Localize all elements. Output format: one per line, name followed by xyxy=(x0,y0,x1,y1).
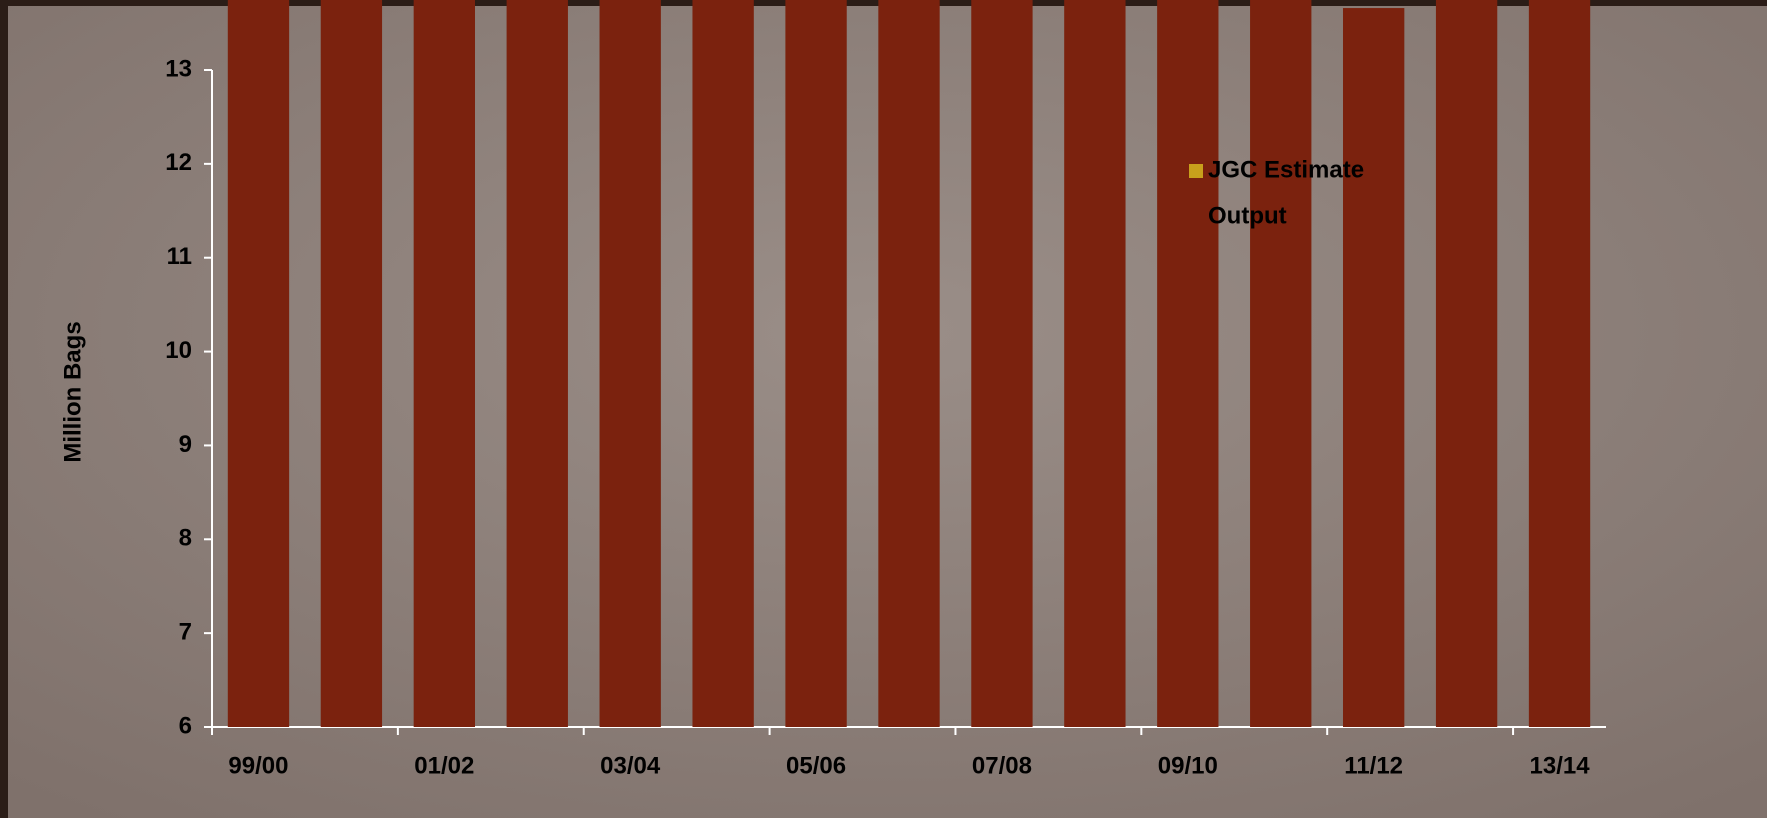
x-tick-label: 07/08 xyxy=(972,752,1032,779)
bar xyxy=(320,0,383,727)
x-tick-label: 09/10 xyxy=(1158,752,1218,779)
y-tick-label: 13 xyxy=(165,55,192,82)
y-tick-label: 8 xyxy=(179,525,192,552)
bar xyxy=(692,0,754,727)
x-tick-label: 11/12 xyxy=(1344,752,1403,779)
legend-label: Output xyxy=(1208,202,1287,229)
y-tick-label: 6 xyxy=(179,712,192,739)
y-axis-label: Million Bags xyxy=(59,321,86,462)
bar xyxy=(1250,0,1312,727)
bar xyxy=(227,0,290,728)
bar xyxy=(1064,0,1126,727)
x-tick-label: 01/02 xyxy=(414,752,474,779)
bar xyxy=(1342,8,1405,728)
y-tick-label: 10 xyxy=(165,337,192,364)
x-tick-label: 05/06 xyxy=(786,752,846,779)
x-tick-label: 03/04 xyxy=(600,752,661,779)
y-tick-label: 12 xyxy=(165,149,192,176)
bar xyxy=(1528,0,1591,727)
bar xyxy=(506,0,568,728)
bar xyxy=(599,0,661,728)
y-tick-label: 9 xyxy=(179,431,192,458)
bar xyxy=(1435,0,1498,728)
bar xyxy=(878,0,940,727)
bar xyxy=(971,0,1033,727)
legend-swatch xyxy=(1189,210,1203,224)
x-tick-label: 99/00 xyxy=(228,752,288,779)
legend-label: JGC Estimate xyxy=(1208,156,1364,183)
y-tick-label: 7 xyxy=(179,618,192,645)
bar xyxy=(785,0,847,727)
y-tick-label: 11 xyxy=(167,243,192,270)
legend-swatch xyxy=(1189,164,1203,178)
x-tick-label: 13/14 xyxy=(1530,752,1591,779)
bar xyxy=(1157,0,1219,727)
bar xyxy=(413,0,476,728)
